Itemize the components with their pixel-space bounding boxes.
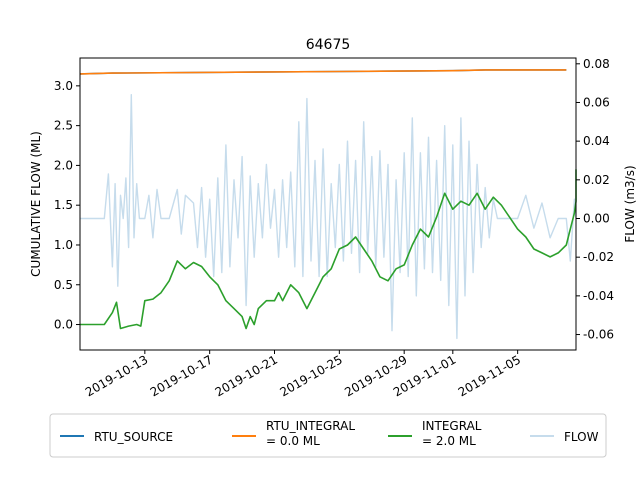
x-tick-label: 2019-11-05 xyxy=(456,352,523,399)
x-tick-label: 2019-10-25 xyxy=(277,352,344,399)
left-series-layer xyxy=(79,69,577,330)
right-axis-label: FLOW (m3/s) xyxy=(623,165,637,242)
legend-label: INTEGRAL = 2.0 ML xyxy=(422,419,482,448)
left-tick-label: 1.0 xyxy=(54,238,73,252)
series-line-rtu-integral xyxy=(79,69,567,75)
left-tick-label: 2.5 xyxy=(54,119,73,133)
left-tick-label: 3.0 xyxy=(54,79,73,93)
left-tick-label: 0.0 xyxy=(54,318,73,332)
plot-frame xyxy=(79,57,577,351)
right-tick-label: 0.02 xyxy=(583,173,610,187)
x-axis-ticks: 2019-10-132019-10-172019-10-212019-10-25… xyxy=(83,350,523,399)
x-tick-label: 2019-10-17 xyxy=(148,352,215,399)
legend-box xyxy=(49,413,607,458)
right-axis-ticks: -0.06 -0.04 -0.02 0.00 0.02 0.04 0.06 0.08 xyxy=(576,57,614,342)
legend-label: RTU_SOURCE xyxy=(94,430,173,444)
series-line-integral xyxy=(80,169,577,330)
right-tick-label: -0.04 xyxy=(583,289,614,303)
x-tick-label: 2019-10-13 xyxy=(83,352,150,399)
legend-label: FLOW xyxy=(564,430,599,444)
left-tick-label: 1.5 xyxy=(54,198,73,212)
right-tick-label: 0.06 xyxy=(583,95,610,109)
right-tick-label: -0.02 xyxy=(583,250,614,264)
right-tick-label: 0.04 xyxy=(583,134,610,148)
right-tick-label: 0.08 xyxy=(583,57,610,71)
left-axis-label: CUMULATIVE FLOW (ML) xyxy=(29,131,43,277)
right-tick-label: -0.06 xyxy=(583,328,614,342)
chart-title: 64675 xyxy=(306,37,351,53)
legend-label: RTU_INTEGRAL = 0.0 ML xyxy=(266,419,355,448)
left-tick-label: 0.5 xyxy=(54,278,73,292)
flow-series-layer xyxy=(80,94,577,340)
right-tick-label: 0.00 xyxy=(583,212,610,226)
legend: RTU_SOURCE RTU_INTEGRAL = 0.0 ML INTEGRAL = … xyxy=(60,419,599,448)
x-tick-label: 2019-10-21 xyxy=(213,352,280,399)
series-line-flow xyxy=(80,94,577,340)
left-tick-label: 2.0 xyxy=(54,158,73,172)
left-axis-ticks: 0.0 0.5 1.0 1.5 2.0 2.5 3.0 xyxy=(54,79,80,332)
